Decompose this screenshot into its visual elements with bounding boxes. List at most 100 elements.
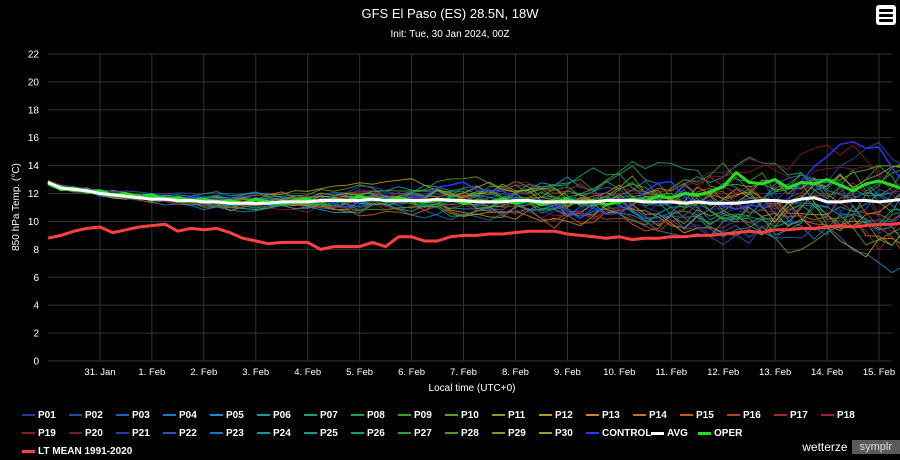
legend-item-p26[interactable]: P26 bbox=[351, 428, 398, 439]
legend-item-p01[interactable]: P01 bbox=[22, 410, 69, 421]
series-line-p27[interactable] bbox=[47, 132, 900, 210]
legend-swatch bbox=[774, 414, 787, 416]
series-line-lt[interactable] bbox=[47, 221, 900, 251]
legend-item-p07[interactable]: P07 bbox=[304, 410, 351, 421]
y-tick-label: 8 bbox=[33, 245, 39, 256]
x-tick-label: 4. Feb bbox=[294, 367, 321, 378]
y-tick-label: 6 bbox=[33, 273, 39, 284]
credits: wetterze symplr bbox=[802, 440, 900, 454]
series-line-p25[interactable] bbox=[47, 84, 900, 233]
legend-item-p06[interactable]: P06 bbox=[257, 410, 304, 421]
legend-item-p05[interactable]: P05 bbox=[210, 410, 257, 421]
hamburger-menu-icon[interactable] bbox=[876, 5, 896, 25]
y-axis: 0 2 4 6 8 10 12 14 16 18 20 22 bbox=[28, 50, 40, 368]
legend-label: P15 bbox=[696, 409, 714, 421]
legend-item-p09[interactable]: P09 bbox=[398, 410, 445, 421]
legend-item-p21[interactable]: P21 bbox=[116, 428, 163, 439]
legend-item-p04[interactable]: P04 bbox=[163, 410, 210, 421]
legend-label: P20 bbox=[85, 427, 103, 439]
series-line-p15[interactable] bbox=[47, 182, 900, 281]
legend-label: P12 bbox=[555, 409, 573, 421]
legend-swatch bbox=[116, 432, 129, 434]
legend-label: P25 bbox=[320, 427, 338, 439]
legend-item-oper[interactable]: OPER bbox=[698, 428, 763, 439]
legend-item-p03[interactable]: P03 bbox=[116, 410, 163, 421]
legend-item-p14[interactable]: P14 bbox=[633, 410, 680, 421]
legend-label: P02 bbox=[85, 409, 103, 421]
legend-label: P23 bbox=[226, 427, 244, 439]
legend-swatch bbox=[398, 432, 411, 434]
x-tick-label: 31. Jan bbox=[84, 367, 115, 378]
legend-item-avg[interactable]: AVG bbox=[651, 428, 698, 439]
legend-item-p11[interactable]: P11 bbox=[492, 410, 539, 421]
legend-swatch bbox=[698, 431, 711, 435]
legend-label: P11 bbox=[508, 409, 526, 421]
legend-item-p02[interactable]: P02 bbox=[69, 410, 116, 421]
legend-item-p17[interactable]: P17 bbox=[774, 410, 821, 421]
legend-swatch bbox=[163, 432, 176, 434]
legend-swatch bbox=[492, 414, 505, 416]
legend-item-control[interactable]: CONTROL bbox=[586, 428, 651, 439]
x-tick-label: 6. Feb bbox=[398, 367, 425, 378]
series-line-p28[interactable] bbox=[47, 112, 900, 247]
legend-label: P04 bbox=[179, 409, 197, 421]
legend-item-p10[interactable]: P10 bbox=[445, 410, 492, 421]
x-tick-label: 8. Feb bbox=[502, 367, 529, 378]
legend-item-p23[interactable]: P23 bbox=[210, 428, 257, 439]
legend-item-p16[interactable]: P16 bbox=[727, 410, 774, 421]
legend-item-p19[interactable]: P19 bbox=[22, 428, 69, 439]
legend-item-p29[interactable]: P29 bbox=[492, 428, 539, 439]
series-line-p24[interactable] bbox=[47, 126, 900, 238]
legend-swatch bbox=[398, 414, 411, 416]
legend-swatch bbox=[651, 431, 664, 435]
legend-label: P07 bbox=[320, 409, 338, 421]
legend-label: P26 bbox=[367, 427, 385, 439]
x-tick-label: 2. Feb bbox=[190, 367, 217, 378]
legend-label: P03 bbox=[132, 409, 150, 421]
chart-subtitle: Init: Tue, 30 Jan 2024, 00Z bbox=[390, 29, 510, 40]
series-line-p02[interactable] bbox=[47, 139, 900, 215]
legend-item-p15[interactable]: P15 bbox=[680, 410, 727, 421]
legend-item-p25[interactable]: P25 bbox=[304, 428, 351, 439]
legend-item-p22[interactable]: P22 bbox=[163, 428, 210, 439]
x-tick-label: 7. Feb bbox=[450, 367, 477, 378]
legend-item-p27[interactable]: P27 bbox=[398, 428, 445, 439]
legend-label: P06 bbox=[273, 409, 291, 421]
legend-label: P05 bbox=[226, 409, 244, 421]
legend-item-p30[interactable]: P30 bbox=[539, 428, 586, 439]
legend-item-lt[interactable]: LT MEAN 1991-2020 bbox=[22, 446, 162, 457]
series-layer bbox=[47, 84, 900, 281]
x-tick-label: 11. Feb bbox=[656, 367, 688, 378]
y-tick-label: 0 bbox=[33, 357, 39, 368]
legend-item-p08[interactable]: P08 bbox=[351, 410, 398, 421]
legend-swatch bbox=[257, 432, 270, 434]
series-line-avg[interactable] bbox=[47, 181, 900, 205]
legend-label: P22 bbox=[179, 427, 197, 439]
y-tick-label: 18 bbox=[28, 105, 40, 116]
legend-item-p13[interactable]: P13 bbox=[586, 410, 633, 421]
legend-row: P01 P02 P03 P04 P05 P06 P07 P08 P09 P10 P11 P12 P13 P… bbox=[22, 406, 892, 424]
y-tick-label: 14 bbox=[28, 161, 40, 172]
legend-swatch bbox=[821, 414, 834, 416]
credits-link[interactable]: wetterze bbox=[802, 440, 852, 454]
legend-item-p20[interactable]: P20 bbox=[69, 428, 116, 439]
legend-swatch bbox=[304, 432, 317, 434]
legend-row: LT MEAN 1991-2020 bbox=[22, 442, 892, 460]
legend-item-p24[interactable]: P24 bbox=[257, 428, 304, 439]
x-tick-label: 14. Feb bbox=[811, 367, 843, 378]
legend-swatch bbox=[304, 414, 317, 416]
legend-item-p28[interactable]: P28 bbox=[445, 428, 492, 439]
legend-label: P24 bbox=[273, 427, 291, 439]
legend-item-p18[interactable]: P18 bbox=[821, 410, 868, 421]
y-tick-label: 16 bbox=[28, 133, 40, 144]
y-tick-label: 20 bbox=[28, 77, 40, 88]
legend-item-p12[interactable]: P12 bbox=[539, 410, 586, 421]
series-line-p13[interactable] bbox=[47, 170, 900, 251]
ad-badge[interactable]: symplr bbox=[851, 440, 900, 454]
legend-label: P28 bbox=[461, 427, 479, 439]
legend-swatch bbox=[69, 414, 82, 416]
legend-swatch bbox=[586, 414, 599, 416]
series-line-p21[interactable] bbox=[47, 119, 900, 234]
legend-label: P14 bbox=[649, 409, 667, 421]
